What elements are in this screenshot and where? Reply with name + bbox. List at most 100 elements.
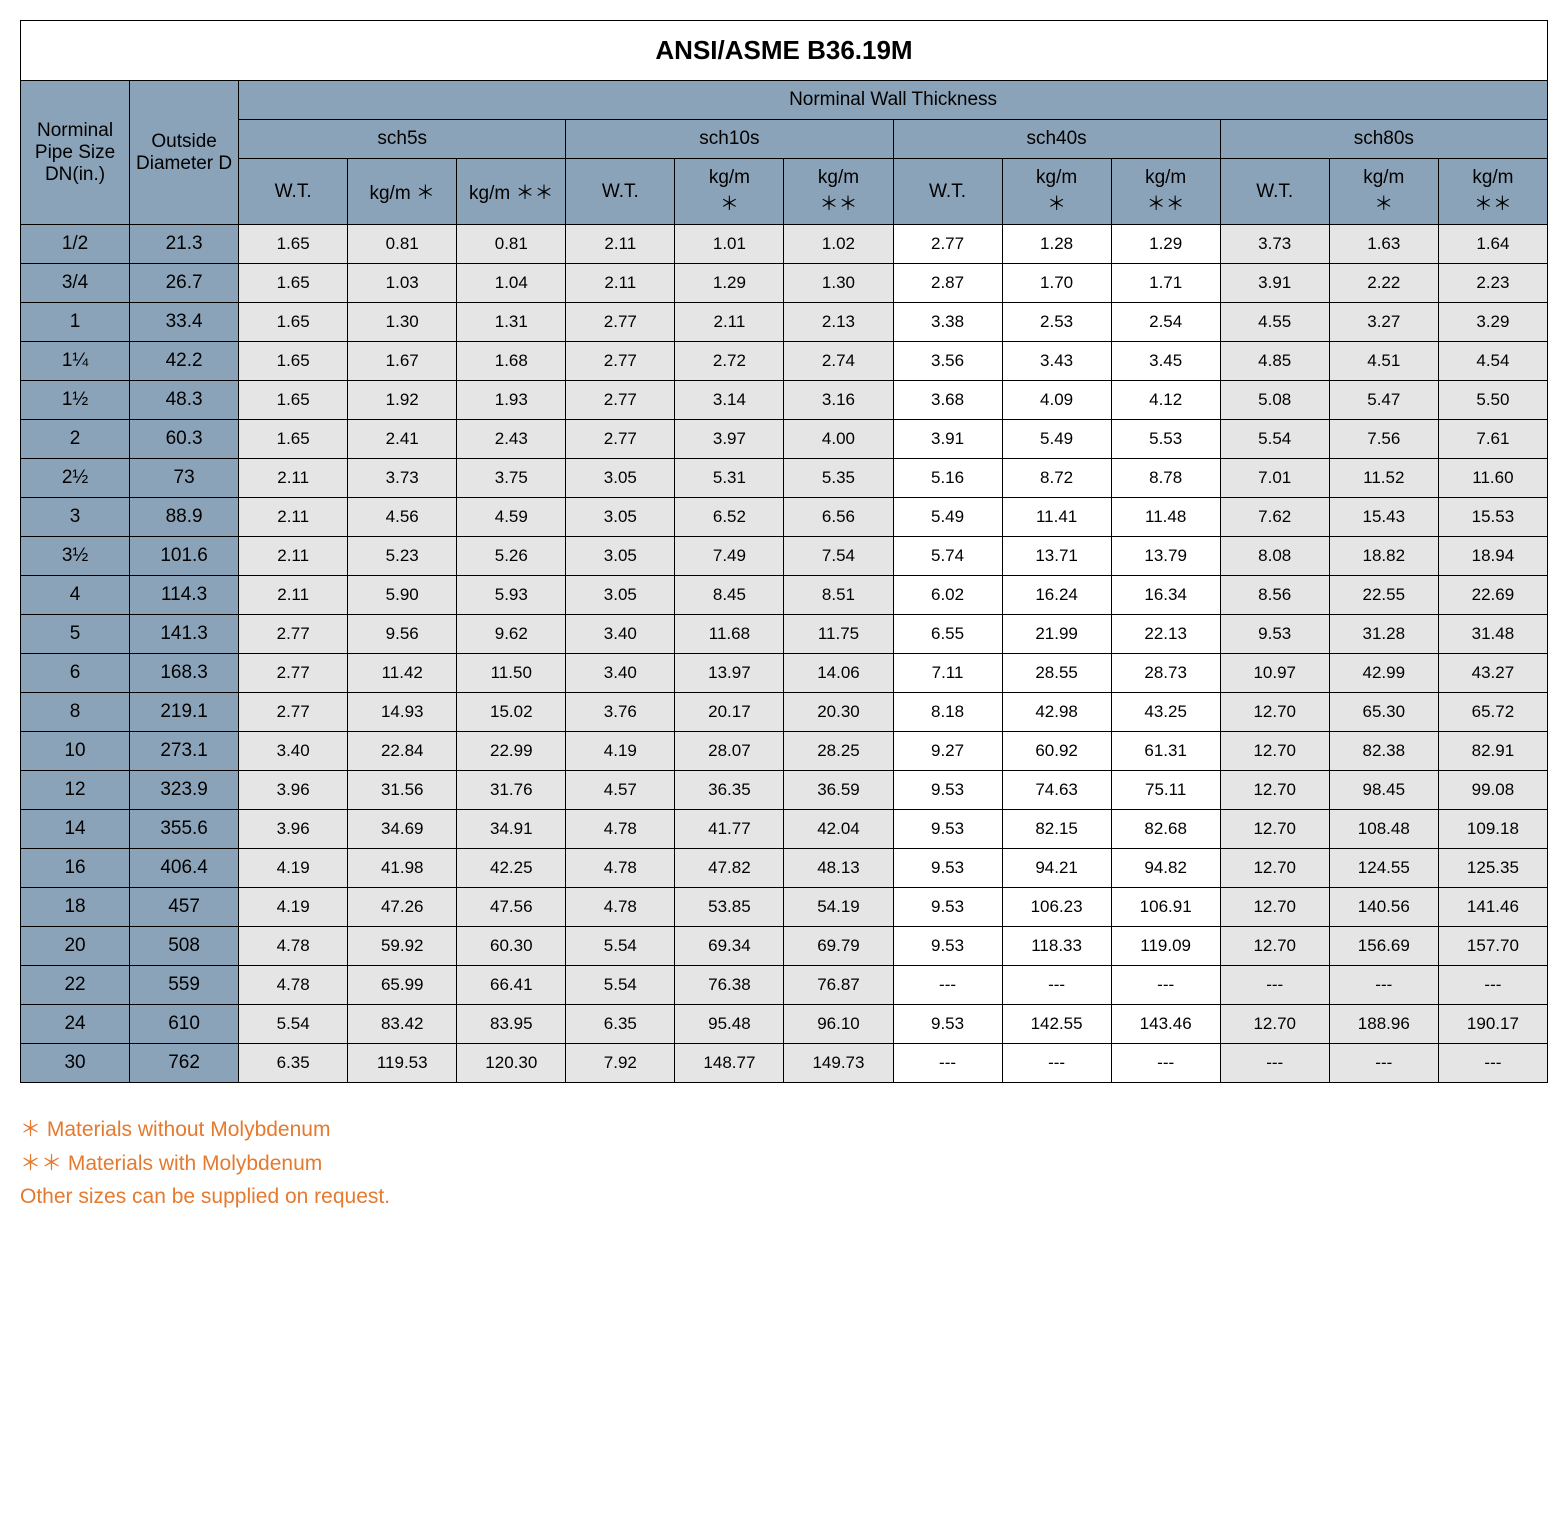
cell-value: 15.43	[1329, 498, 1438, 537]
cell-value: 8.72	[1002, 459, 1111, 498]
cell-value: 2.74	[784, 342, 893, 381]
cell-value: 14.93	[348, 693, 457, 732]
table-row: 8219.12.7714.9315.023.7620.1720.308.1842…	[21, 693, 1548, 732]
cell-value: 5.50	[1438, 381, 1547, 420]
cell-value: 66.41	[457, 966, 566, 1005]
cell-value: 7.49	[675, 537, 784, 576]
cell-od: 406.4	[130, 849, 239, 888]
cell-value: 47.82	[675, 849, 784, 888]
cell-value: 4.51	[1329, 342, 1438, 381]
cell-value: 1.65	[239, 381, 348, 420]
cell-value: 1.30	[784, 264, 893, 303]
sub-wt: W.T.	[239, 159, 348, 225]
cell-od: 42.2	[130, 342, 239, 381]
cell-value: 7.62	[1220, 498, 1329, 537]
cell-value: 2.77	[893, 225, 1002, 264]
cell-value: 65.99	[348, 966, 457, 1005]
cell-value: 9.53	[893, 927, 1002, 966]
cell-value: 156.69	[1329, 927, 1438, 966]
cell-value: 3.16	[784, 381, 893, 420]
cell-value: 20.30	[784, 693, 893, 732]
cell-dn: 4	[21, 576, 130, 615]
cell-value: 3.75	[457, 459, 566, 498]
cell-value: ---	[1329, 1044, 1438, 1083]
cell-value: 69.79	[784, 927, 893, 966]
sub-kgm2: kg/m＊＊	[1111, 159, 1220, 225]
cell-value: 2.11	[239, 498, 348, 537]
cell-value: 7.92	[566, 1044, 675, 1083]
cell-value: 4.12	[1111, 381, 1220, 420]
cell-od: 355.6	[130, 810, 239, 849]
col-sch80s: sch80s	[1220, 120, 1547, 159]
cell-value: 47.56	[457, 888, 566, 927]
cell-od: 88.9	[130, 498, 239, 537]
cell-value: 2.11	[566, 264, 675, 303]
table-row: 14355.63.9634.6934.914.7841.7742.049.538…	[21, 810, 1548, 849]
cell-value: 42.25	[457, 849, 566, 888]
cell-value: 109.18	[1438, 810, 1547, 849]
cell-value: 5.54	[566, 927, 675, 966]
cell-value: 14.06	[784, 654, 893, 693]
cell-value: 4.19	[566, 732, 675, 771]
cell-value: 125.35	[1438, 849, 1547, 888]
cell-value: 3.68	[893, 381, 1002, 420]
cell-value: 8.18	[893, 693, 1002, 732]
cell-value: 4.19	[239, 849, 348, 888]
cell-value: 11.42	[348, 654, 457, 693]
cell-dn: 14	[21, 810, 130, 849]
cell-dn: 2½	[21, 459, 130, 498]
cell-value: 36.35	[675, 771, 784, 810]
cell-od: 219.1	[130, 693, 239, 732]
cell-value: 1.65	[239, 225, 348, 264]
cell-value: 120.30	[457, 1044, 566, 1083]
cell-value: 1.65	[239, 342, 348, 381]
cell-dn: 1½	[21, 381, 130, 420]
cell-value: 82.38	[1329, 732, 1438, 771]
table-row: 4114.32.115.905.933.058.458.516.0216.241…	[21, 576, 1548, 615]
cell-value: 21.99	[1002, 615, 1111, 654]
cell-value: 2.22	[1329, 264, 1438, 303]
cell-dn: 16	[21, 849, 130, 888]
cell-od: 762	[130, 1044, 239, 1083]
cell-dn: 3	[21, 498, 130, 537]
cell-value: 34.91	[457, 810, 566, 849]
cell-value: 36.59	[784, 771, 893, 810]
cell-dn: 12	[21, 771, 130, 810]
cell-value: ---	[1111, 1044, 1220, 1083]
cell-value: 2.53	[1002, 303, 1111, 342]
cell-dn: 8	[21, 693, 130, 732]
cell-value: 11.60	[1438, 459, 1547, 498]
cell-value: 8.08	[1220, 537, 1329, 576]
cell-value: 1.67	[348, 342, 457, 381]
cell-value: 157.70	[1438, 927, 1547, 966]
cell-value: 149.73	[784, 1044, 893, 1083]
cell-value: 5.16	[893, 459, 1002, 498]
cell-value: 22.69	[1438, 576, 1547, 615]
cell-value: 3.43	[1002, 342, 1111, 381]
table-row: 12323.93.9631.5631.764.5736.3536.599.537…	[21, 771, 1548, 810]
cell-dn: 30	[21, 1044, 130, 1083]
table-row: 6168.32.7711.4211.503.4013.9714.067.1128…	[21, 654, 1548, 693]
cell-value: 3.97	[675, 420, 784, 459]
table-row: 10273.13.4022.8422.994.1928.0728.259.276…	[21, 732, 1548, 771]
cell-od: 26.7	[130, 264, 239, 303]
cell-value: 42.04	[784, 810, 893, 849]
cell-value: 2.11	[239, 537, 348, 576]
cell-value: 1.29	[1111, 225, 1220, 264]
cell-value: ---	[893, 1044, 1002, 1083]
cell-value: 1.30	[348, 303, 457, 342]
cell-dn: 3½	[21, 537, 130, 576]
cell-value: 47.26	[348, 888, 457, 927]
cell-value: 0.81	[348, 225, 457, 264]
cell-value: 2.77	[239, 693, 348, 732]
cell-value: 8.78	[1111, 459, 1220, 498]
cell-value: ---	[1438, 966, 1547, 1005]
cell-value: 61.31	[1111, 732, 1220, 771]
cell-value: 31.28	[1329, 615, 1438, 654]
cell-value: 3.45	[1111, 342, 1220, 381]
cell-value: 83.42	[348, 1005, 457, 1044]
cell-value: 59.92	[348, 927, 457, 966]
cell-dn: 10	[21, 732, 130, 771]
cell-value: 4.57	[566, 771, 675, 810]
pipe-spec-table: ANSI/ASME B36.19M Norminal Pipe Size DN(…	[20, 20, 1548, 1083]
